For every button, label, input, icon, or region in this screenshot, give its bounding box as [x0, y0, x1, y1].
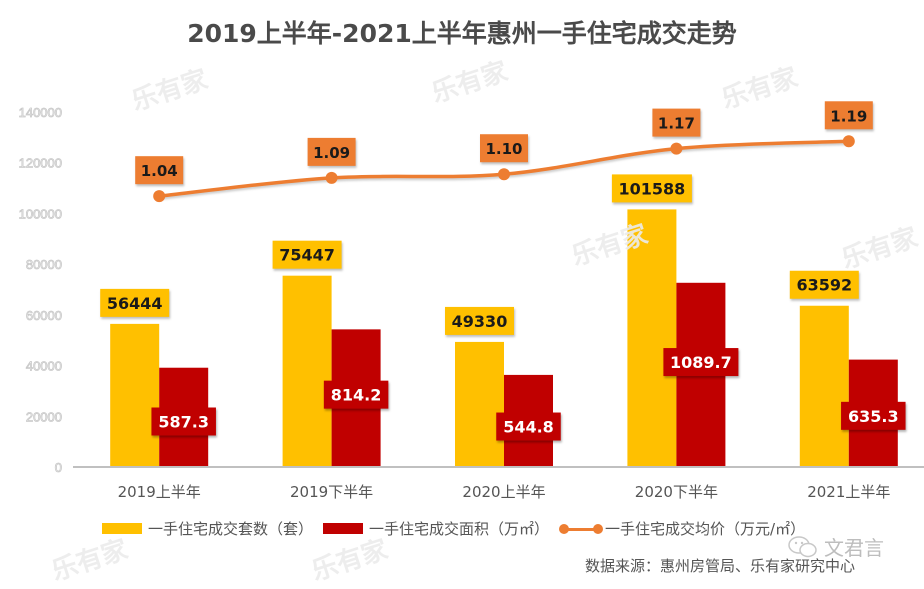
price-label: 1.10	[485, 140, 522, 158]
price-label-box	[135, 156, 184, 185]
watermark-logo: 乐有家	[48, 534, 132, 588]
bar-units-label-box	[789, 270, 859, 299]
bar-area-label-box	[663, 348, 739, 377]
price-point	[153, 190, 166, 203]
bar-area-label: 544.8	[503, 418, 554, 437]
price-label: 1.09	[313, 144, 350, 162]
bar-units-label: 49330	[452, 312, 508, 331]
wechat-icon	[788, 535, 818, 558]
price-point	[325, 171, 338, 184]
bar-units-label-box	[100, 288, 170, 317]
bar-units-label: 101588	[619, 179, 686, 198]
bar-area-label-box	[151, 407, 216, 436]
legend: 一手住宅成交套数（套） 一手住宅成交面积（万㎡） 一手住宅成交均价（万元/㎡）	[102, 518, 815, 539]
bar-units-label: 63592	[796, 276, 852, 295]
y-tick-label: 80000	[26, 257, 62, 272]
y-tick-label: 140000	[19, 105, 62, 120]
bar-units	[799, 305, 849, 467]
price-label-box	[824, 101, 873, 130]
bar-units-label: 75447	[279, 246, 335, 265]
price-label: 1.17	[658, 115, 695, 133]
bar-area-label: 1089.7	[670, 353, 732, 372]
chart-title: 2019上半年-2021上半年惠州一手住宅成交走势	[187, 19, 737, 48]
bar-area-label-box	[841, 401, 906, 430]
legend-swatch-line	[559, 523, 604, 535]
y-axis-ticks: 0 20000 40000 60000 80000 100000 120000 140000	[18, 105, 62, 476]
data-labels: 56444 75447 49330 101588 63592 587.3 814.2 544.…	[100, 101, 906, 441]
x-tick-label: 2019上半年	[118, 483, 201, 501]
bar-area-label: 814.2	[331, 386, 382, 405]
y-tick-label: 20000	[26, 409, 62, 424]
bar-units	[627, 209, 677, 467]
legend-swatch-yellow	[102, 523, 142, 534]
price-point	[842, 135, 855, 148]
legend-item-price: 一手住宅成交均价（万元/㎡）	[559, 518, 805, 539]
wechat-account-name: 文君言	[824, 536, 884, 560]
y-tick-label: 60000	[26, 308, 62, 323]
price-label-box	[307, 137, 356, 166]
price-point	[498, 168, 510, 181]
bar-units	[455, 341, 504, 467]
x-tick-label: 2020下半年	[635, 483, 718, 501]
legend-item-units: 一手住宅成交套数（套）	[102, 518, 313, 539]
bar-area-label-box	[323, 380, 389, 409]
bar-units-label: 56444	[107, 294, 163, 313]
bar-units-label-box	[272, 240, 342, 269]
y-tick-label: 40000	[26, 359, 62, 374]
price-label-box	[480, 134, 528, 163]
price-line	[153, 135, 855, 203]
y-tick-label: 100000	[19, 206, 62, 221]
bar-units-label-box	[611, 174, 692, 203]
price-label-box	[652, 108, 701, 137]
bar-area-label-box	[496, 412, 561, 441]
x-axis-ticks: 2019上半年 2019下半年 2020上半年 2020下半年 2021上半年	[118, 483, 891, 501]
legend-item-area: 一手住宅成交面积（万㎡）	[323, 518, 549, 539]
x-tick-label: 2021上半年	[807, 483, 890, 501]
bar-area-label: 587.3	[158, 413, 209, 432]
legend-label-units: 一手住宅成交套数（套）	[148, 520, 314, 538]
price-label: 1.19	[830, 107, 867, 125]
price-point	[670, 142, 683, 155]
bar-area-label: 635.3	[848, 407, 899, 426]
bar-units	[282, 275, 332, 467]
wechat-watermark: 文君言	[788, 532, 884, 561]
x-tick-label: 2020上半年	[462, 483, 545, 501]
legend-label-price: 一手住宅成交均价（万元/㎡）	[605, 520, 806, 538]
legend-swatch-red	[323, 523, 364, 534]
legend-label-area: 一手住宅成交面积（万㎡）	[369, 520, 550, 538]
bar-units-label-box	[445, 306, 514, 335]
price-label: 1.04	[141, 162, 178, 180]
bar-units	[110, 323, 160, 467]
source-note: 数据来源：惠州房管局、乐有家研究中心	[585, 557, 856, 575]
x-tick-label: 2019下半年	[290, 483, 373, 501]
y-tick-label: 0	[55, 460, 62, 475]
y-tick-label: 120000	[19, 156, 62, 171]
chart-canvas: 020000400006000080000100000120000140000 …	[18, 101, 924, 501]
